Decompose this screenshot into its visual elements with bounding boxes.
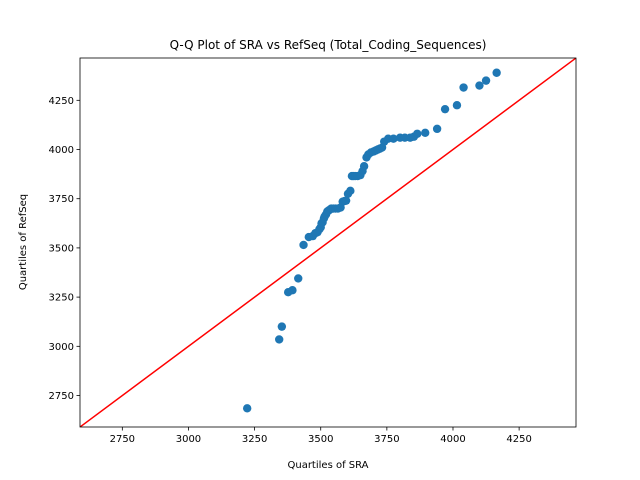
y-tick-label: 4250: [49, 96, 74, 107]
data-point: [242, 404, 252, 413]
data-point: [459, 83, 468, 92]
data-point: [452, 101, 462, 110]
plot-frame: [79, 57, 577, 428]
chart-title: Q-Q Plot of SRA vs RefSeq (Total_Coding_…: [170, 38, 487, 52]
y-tick-label: 4000: [49, 145, 74, 156]
data-point: [346, 186, 355, 196]
data-point: [421, 128, 430, 137]
data-points: [242, 68, 501, 413]
x-tick-label: 4000: [440, 434, 465, 445]
data-point: [492, 68, 501, 77]
reference-line: [80, 58, 576, 427]
data-point: [299, 240, 308, 250]
x-tick-label: 3750: [374, 434, 399, 445]
data-point: [359, 162, 369, 171]
y-axis-ticks: 2750 3000 3250 3500 3750 4000 4250: [49, 96, 80, 402]
x-tick-label: 3250: [242, 434, 267, 445]
x-tick-label: 2750: [110, 434, 135, 445]
x-axis-ticks: 2750 3000 3250 3500 3750 4000 4250: [110, 427, 532, 445]
data-point: [440, 104, 450, 114]
y-tick-label: 3750: [49, 194, 74, 205]
data-point: [481, 76, 491, 85]
data-point: [288, 286, 297, 295]
data-point: [389, 134, 398, 143]
data-point: [413, 129, 422, 138]
data-point: [432, 124, 442, 134]
x-tick-label: 4250: [506, 434, 531, 445]
x-axis-title: Quartiles of SRA: [287, 460, 368, 471]
data-point: [341, 196, 351, 205]
y-tick-label: 3000: [49, 342, 74, 353]
y-tick-label: 3500: [49, 243, 74, 254]
data-point: [475, 81, 484, 90]
data-point: [274, 335, 284, 344]
y-axis-title: Quartiles of RefSeq: [18, 194, 29, 290]
y-tick-label: 2750: [49, 391, 74, 402]
x-tick-label: 3000: [176, 434, 201, 445]
data-point: [277, 322, 287, 331]
y-tick-label: 3250: [49, 293, 74, 304]
x-tick-label: 3500: [308, 434, 333, 445]
data-point: [294, 274, 303, 283]
